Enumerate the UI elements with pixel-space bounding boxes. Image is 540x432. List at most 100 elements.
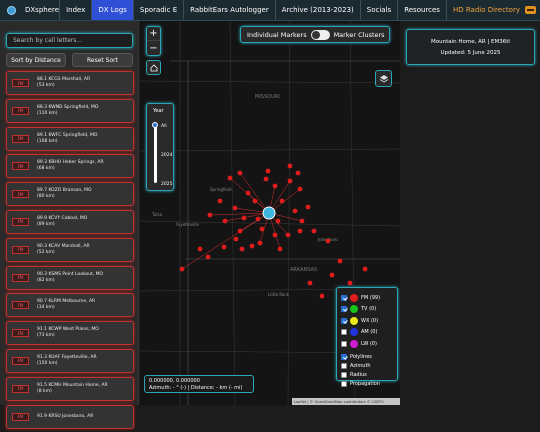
tv-label: TV (0) <box>361 306 377 313</box>
tulsa-label: Tulsa <box>151 212 163 217</box>
fm-badge: FM <box>12 412 29 421</box>
lw-checkbox[interactable] <box>341 340 347 347</box>
legend-am[interactable]: AM (0) <box>341 327 393 339</box>
missouri-label: MISSOURI <box>255 94 280 100</box>
wx-checkbox[interactable] <box>341 317 347 324</box>
year-2024: 2024 <box>161 153 173 158</box>
polylines <box>181 172 303 270</box>
station-distance: (34 km) <box>37 305 55 311</box>
location-title: Mountain Home, AR | EM36tl <box>431 38 510 45</box>
list-item[interactable]: FM 91.1 KCWP West Plains, MO (73 km) <box>6 321 134 346</box>
azimuth-label: Azimuth <box>350 363 371 369</box>
station-distance: (110 km) <box>37 110 58 116</box>
list-item[interactable]: FM 89.3 KBHU Heber Springs, AR (68 km) <box>6 154 134 179</box>
fm-markers <box>179 163 368 299</box>
fm-badge: FM <box>12 329 29 338</box>
station-title: 89.7 KOZO Branson, MO <box>37 188 92 194</box>
list-item[interactable]: FM 90.3 KCAV Marshall, AR (52 km) <box>6 237 134 262</box>
list-item[interactable]: FM 91.9 KRSU Jonesboro, AR <box>6 404 134 429</box>
fm-badge: FM <box>12 356 29 365</box>
fm-label: FM (99) <box>361 294 381 301</box>
legend-wx[interactable]: WX (0) <box>341 315 393 327</box>
station-distance: (82 km) <box>37 277 55 283</box>
station-title: 91.1 KCWP West Plains, MO <box>37 327 99 333</box>
am-color-dot <box>350 328 358 337</box>
map-attribution[interactable]: Leaflet | © OpenStreetMap contributors ©… <box>292 398 400 405</box>
option-azimuth[interactable]: Azimuth <box>341 362 393 371</box>
nav-sporadic-e[interactable]: Sporadic E <box>132 0 183 20</box>
year-2025: 2025 <box>161 182 173 187</box>
station-title: 90.3 KCAV Marshall, AR <box>37 243 90 249</box>
list-item[interactable]: FM 88.1 KCGS Marshall, AR (53 km) <box>6 71 134 95</box>
station-title: 89.3 KBHU Heber Springs, AR <box>37 160 104 166</box>
list-item[interactable]: FM 90.3 KSMS Point Lookout, MO (82 km) <box>6 265 134 290</box>
nav-hd-radio[interactable]: HD Radio Directory <box>445 0 540 20</box>
station-title: 88.3 KWND Springfield, MO <box>37 104 99 110</box>
home-location-marker[interactable] <box>262 206 276 220</box>
nav-socials[interactable]: Socials <box>359 0 397 20</box>
zoom-control: + − <box>146 26 161 56</box>
legend-panel: FM (99) TV (0) WX (0) AM (0) LW (0) Poly… <box>336 287 398 387</box>
year-slider-handle[interactable] <box>152 122 158 128</box>
station-title: 90.3 KSMS Point Lookout, MO <box>37 271 104 277</box>
nav-dx-logs[interactable]: DX Logs <box>91 0 133 20</box>
year-label: Year <box>153 108 164 114</box>
am-label: AM (0) <box>361 329 378 336</box>
fm-badge: FM <box>12 106 29 115</box>
map-view[interactable]: MISSOURI ARKANSAS Springfield Little Roc… <box>140 21 400 405</box>
list-item[interactable]: FM 90.7 KLRM Melbourne, AR (34 km) <box>6 293 134 318</box>
wx-color-dot <box>350 316 358 325</box>
fm-badge: FM <box>12 384 29 393</box>
brand[interactable]: DXsphere <box>0 0 59 20</box>
nav-rabbitears[interactable]: RabbitEars Autologger <box>183 0 275 20</box>
option-polylines[interactable]: Polylines <box>341 353 393 362</box>
nav-resources[interactable]: Resources <box>397 0 446 20</box>
propagation-checkbox[interactable] <box>341 381 347 387</box>
am-checkbox[interactable] <box>341 329 347 336</box>
right-panel: Mountain Home, AR | EM36tl Updated: 5 Ju… <box>401 21 540 405</box>
fm-checkbox[interactable] <box>341 294 347 301</box>
legend-fm[interactable]: FM (99) <box>341 292 393 304</box>
legend-lw[interactable]: LW (0) <box>341 338 393 350</box>
list-item[interactable]: FM 88.3 KWND Springfield, MO (110 km) <box>6 98 134 123</box>
top-nav: DXsphere Index DX Logs Sporadic E Rabbit… <box>0 0 540 21</box>
list-item[interactable]: FM 91.3 KUAF Fayetteville, AR (150 km) <box>6 348 134 373</box>
year-slider[interactable] <box>154 123 157 183</box>
marker-cluster-switch[interactable] <box>310 29 330 40</box>
globe-logo-icon <box>7 5 16 15</box>
coordinates-readout: 0.000000, 0.000000 Azimuth: - ° (-) | Di… <box>144 375 254 393</box>
azimuth-checkbox[interactable] <box>341 363 347 369</box>
polylines-checkbox[interactable] <box>341 354 347 360</box>
station-title: 90.7 KLRM Melbourne, AR <box>37 299 96 305</box>
updated-date: Updated: 5 June 2025 <box>440 49 501 56</box>
layers-button[interactable] <box>375 70 392 87</box>
fm-badge: FM <box>12 217 29 226</box>
coords-latlon: 0.000000, 0.000000 <box>149 378 200 384</box>
radius-checkbox[interactable] <box>341 372 347 378</box>
marker-clusters-label: Marker Clusters <box>333 30 385 39</box>
list-item[interactable]: FM 89.1 KWFC Springfield, MO (108 km) <box>6 126 134 151</box>
option-propagation[interactable]: Propagation <box>341 380 393 389</box>
nav-index[interactable]: Index <box>59 0 91 20</box>
search-input[interactable]: Search by call letters... <box>6 33 133 48</box>
station-distance: (150 km) <box>37 360 58 366</box>
home-button[interactable] <box>146 60 161 75</box>
individual-markers-label: Individual Markers <box>247 30 307 39</box>
list-item[interactable]: FM 89.7 KOZO Branson, MO (80 km) <box>6 182 134 207</box>
legend-tv[interactable]: TV (0) <box>341 304 393 316</box>
reset-sort-button[interactable]: Reset Sort <box>72 53 133 67</box>
radio-icon <box>524 6 536 14</box>
fm-color-dot <box>350 293 358 302</box>
nav-archive[interactable]: Archive (2013-2023) <box>274 0 360 20</box>
option-radius[interactable]: Radius <box>341 371 393 380</box>
sort-by-distance-button[interactable]: Sort by Distance <box>6 53 66 67</box>
list-item[interactable]: FM 91.5 KCMH Mountain Home, AR (8 km) <box>6 376 134 401</box>
tv-checkbox[interactable] <box>341 306 347 313</box>
list-item[interactable]: FM 89.9 KCVY Cabool, MO (89 km) <box>6 209 134 234</box>
marker-mode-toggle: Individual Markers Marker Clusters <box>240 26 390 43</box>
zoom-in-button[interactable]: + <box>147 27 160 41</box>
home-icon <box>150 63 157 71</box>
zoom-out-button[interactable]: − <box>149 42 158 54</box>
layers-icon <box>379 74 388 82</box>
location-card: Mountain Home, AR | EM36tl Updated: 5 Ju… <box>406 29 535 65</box>
